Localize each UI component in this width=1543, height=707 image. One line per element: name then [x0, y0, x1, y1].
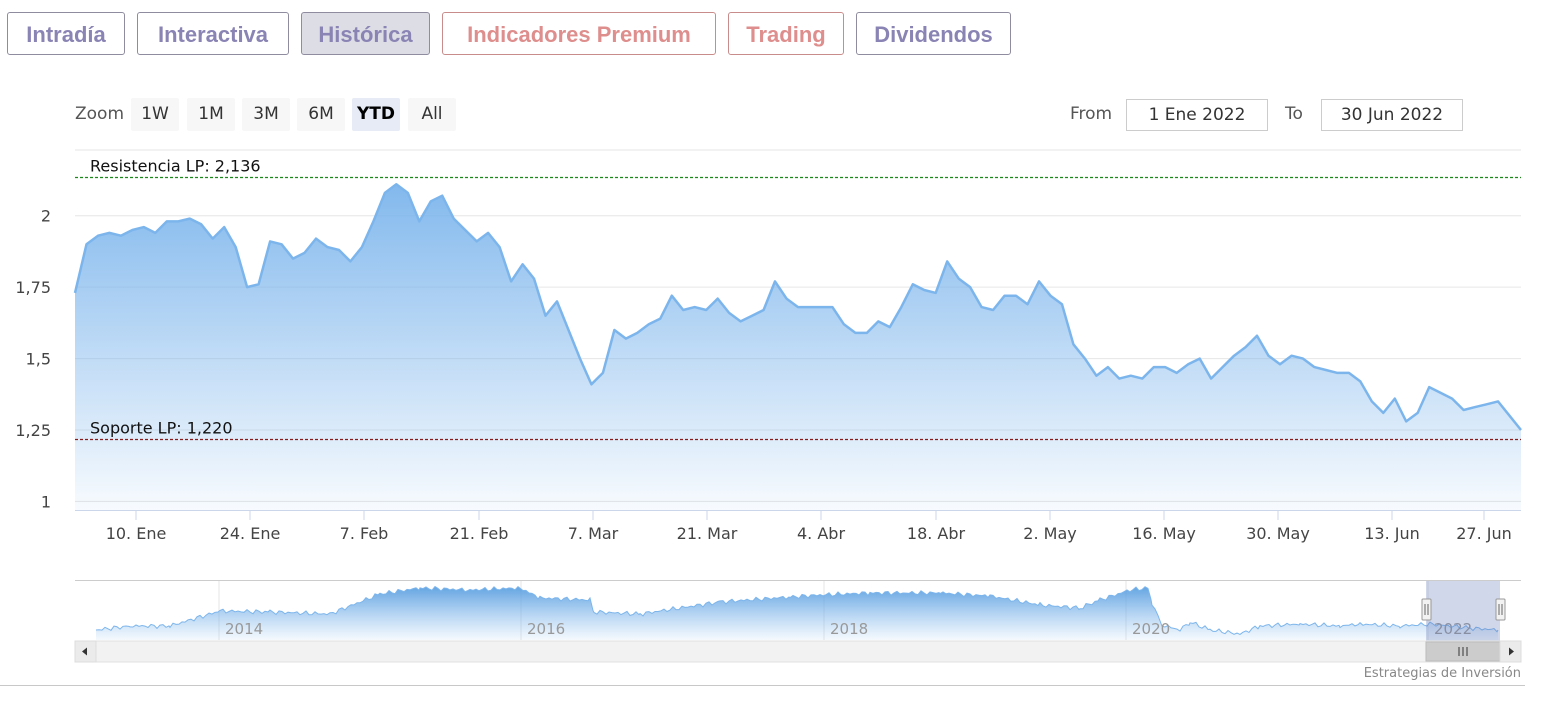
x-tick-label: 2. May	[1023, 524, 1076, 543]
navigator-year-label: 2022	[1434, 620, 1472, 638]
zoom-1w-button[interactable]: 1W	[131, 98, 179, 131]
zoom-1m-button[interactable]: 1M	[187, 98, 235, 131]
navigator-year-label: 2016	[527, 620, 565, 638]
tab-indicadores-premium[interactable]: Indicadores Premium	[442, 12, 716, 55]
series-area	[73, 183, 1522, 511]
x-tick-label: 7. Mar	[568, 524, 619, 543]
navigator-series-area	[96, 586, 1498, 640]
range-to-label: To	[1285, 104, 1303, 124]
x-tick-label: 7. Feb	[340, 524, 389, 543]
x-tick-label: 27. Jun	[1456, 524, 1512, 543]
x-tick-label: 30. May	[1246, 524, 1310, 543]
navigator-year-label: 2014	[225, 620, 263, 638]
navigator-selected-range[interactable]	[1426, 581, 1500, 641]
scrollbar-right-arrow-icon	[1509, 647, 1514, 656]
y-tick-label: 1	[41, 492, 51, 511]
chart-credits: Estrategias de Inversión	[1364, 666, 1521, 681]
series-area-fill	[75, 184, 1521, 511]
tab-interactiva[interactable]: Interactiva	[137, 12, 289, 55]
navigator-left-handle[interactable]	[1421, 598, 1432, 621]
scrollbar-left-arrow-icon	[82, 647, 87, 656]
range-from-label: From	[1070, 104, 1113, 124]
plot-line-label: Resistencia LP: 2,136	[90, 157, 261, 176]
x-tick-label: 21. Mar	[677, 524, 738, 543]
zoom-label: Zoom	[75, 104, 125, 124]
navigator: 2014 2016 2018 2020 2022	[75, 580, 1521, 641]
y-tick-label: 1,25	[15, 421, 51, 440]
scrollbar[interactable]	[74, 640, 1522, 663]
navigator-year-label: 2020	[1132, 620, 1170, 638]
y-tick-label: 1,5	[26, 350, 51, 369]
x-tick-label: 16. May	[1132, 524, 1196, 543]
y-tick-label: 2	[41, 207, 51, 226]
zoom-3m-button[interactable]: 3M	[242, 98, 290, 131]
plot-lines: Resistencia LP: 2,136 Soporte LP: 1,220	[75, 157, 1521, 441]
range-to-input[interactable]: 30 Jun 2022	[1321, 99, 1463, 131]
range-from-input[interactable]: 1 Ene 2022	[1126, 99, 1268, 131]
navigator-series-line	[95, 585, 1499, 635]
x-tick-label: 21. Feb	[450, 524, 509, 543]
x-axis: 10. Ene 24. Ene 7. Feb 21. Feb 7. Mar 21. Mar…	[75, 510, 1521, 543]
zoom-ytd-button[interactable]: YTD	[352, 98, 400, 131]
zoom-6m-button[interactable]: 6M	[297, 98, 345, 131]
navigator-year-label: 2018	[830, 620, 868, 638]
tab-historica[interactable]: Histórica	[301, 12, 430, 55]
tab-intradia[interactable]: Intradía	[7, 12, 125, 55]
x-tick-label: 18. Abr	[907, 524, 966, 543]
tab-trading[interactable]: Trading	[728, 12, 844, 55]
series-line	[73, 183, 1522, 431]
navigator-year-labels: 2014 2016 2018 2020 2022	[225, 620, 1472, 638]
bottom-divider	[0, 685, 1525, 686]
x-tick-label: 24. Ene	[220, 524, 281, 543]
scrollbar-track[interactable]	[74, 640, 1522, 663]
y-tick-label: 1,75	[15, 278, 51, 297]
y-axis: 1 1,25 1,5 1,75 2	[15, 207, 51, 512]
plot-line-label: Soporte LP: 1,220	[90, 419, 233, 438]
zoom-all-button[interactable]: All	[408, 98, 456, 131]
x-tick-label: 4. Abr	[797, 524, 845, 543]
tab-dividendos[interactable]: Dividendos	[856, 12, 1011, 55]
navigator-right-handle[interactable]	[1495, 598, 1506, 621]
x-tick-label: 13. Jun	[1364, 524, 1420, 543]
x-tick-label: 10. Ene	[106, 524, 167, 543]
